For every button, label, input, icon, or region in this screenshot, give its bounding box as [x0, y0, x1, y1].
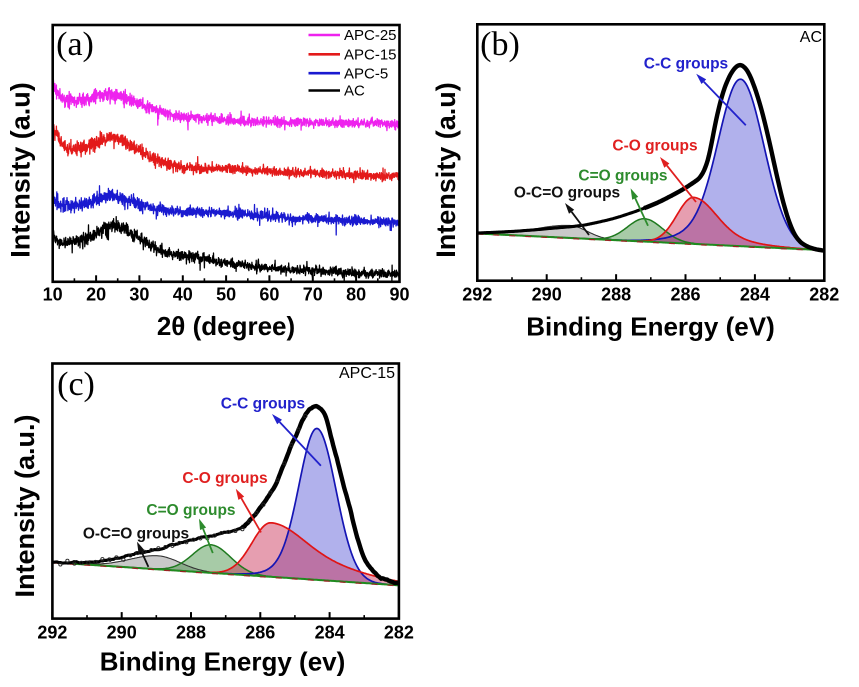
- svg-text:70: 70: [303, 285, 323, 305]
- svg-text:Binding Energy (ev): Binding Energy (ev): [100, 647, 346, 677]
- svg-text:80: 80: [346, 285, 366, 305]
- svg-text:292: 292: [37, 623, 67, 643]
- svg-text:C-C groups: C-C groups: [644, 56, 728, 73]
- svg-text:290: 290: [532, 285, 562, 305]
- svg-text:284: 284: [315, 623, 345, 643]
- svg-text:50: 50: [216, 285, 236, 305]
- svg-text:AC: AC: [800, 29, 822, 46]
- svg-text:10: 10: [43, 285, 63, 305]
- svg-text:Intensity (a.u.): Intensity (a.u.): [10, 414, 40, 597]
- svg-text:O-C=O groups: O-C=O groups: [514, 185, 620, 202]
- svg-text:AC: AC: [344, 83, 365, 100]
- svg-text:284: 284: [740, 285, 770, 305]
- svg-text:20: 20: [86, 285, 106, 305]
- svg-text:60: 60: [259, 285, 279, 305]
- svg-text:C-O groups: C-O groups: [612, 138, 697, 155]
- svg-text:(c): (c): [57, 366, 95, 403]
- svg-text:2θ (degree): 2θ (degree): [157, 311, 295, 341]
- svg-text:282: 282: [809, 285, 839, 305]
- svg-text:Intensity (a.u): Intensity (a.u): [6, 82, 36, 258]
- svg-text:288: 288: [176, 623, 206, 643]
- svg-text:APC-5: APC-5: [344, 65, 388, 82]
- svg-text:286: 286: [245, 623, 275, 643]
- svg-text:C-C groups: C-C groups: [221, 396, 305, 413]
- svg-text:APC-25: APC-25: [344, 27, 397, 44]
- svg-text:286: 286: [670, 285, 700, 305]
- svg-text:30: 30: [129, 285, 149, 305]
- svg-text:C-O groups: C-O groups: [182, 470, 267, 487]
- svg-text:Binding Energy (eV): Binding Energy (eV): [526, 312, 774, 342]
- svg-text:C=O groups: C=O groups: [578, 168, 667, 185]
- svg-text:90: 90: [389, 285, 409, 305]
- svg-text:APC-15: APC-15: [339, 365, 395, 382]
- svg-text:(a): (a): [56, 26, 94, 63]
- svg-text:40: 40: [173, 285, 193, 305]
- svg-text:292: 292: [462, 285, 492, 305]
- svg-text:APC-15: APC-15: [344, 47, 397, 64]
- svg-text:290: 290: [107, 623, 137, 643]
- svg-text:Intensity (a.u): Intensity (a.u): [431, 82, 461, 258]
- svg-text:288: 288: [601, 285, 631, 305]
- svg-text:282: 282: [384, 623, 414, 643]
- svg-text:O-C=O groups: O-C=O groups: [83, 526, 189, 543]
- svg-text:(b): (b): [480, 26, 520, 63]
- svg-text:C=O groups: C=O groups: [146, 502, 235, 519]
